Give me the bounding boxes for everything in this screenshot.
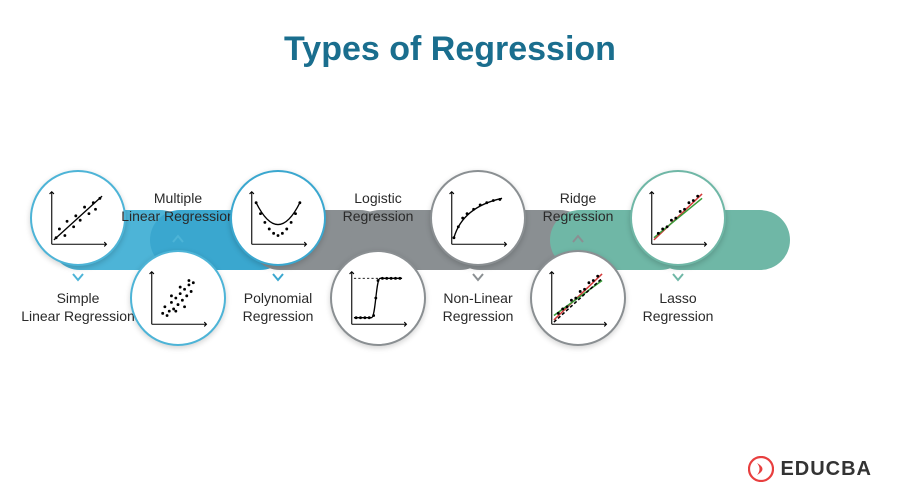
label-ridge: RidgeRegression	[508, 190, 648, 225]
chevron-down-icon	[271, 270, 285, 284]
chevron-up-icon	[571, 232, 585, 246]
label-lasso: LassoRegression	[608, 290, 748, 325]
label-simple-linear: SimpleLinear Regression	[8, 290, 148, 325]
logo-icon	[748, 456, 774, 482]
label-polynomial: PolynomialRegression	[208, 290, 348, 325]
logo: EDUCBA	[748, 456, 872, 482]
label-multiple-linear: MultipleLinear Regression	[108, 190, 248, 225]
label-logistic: LogisticRegression	[308, 190, 448, 225]
chevron-down-icon	[71, 270, 85, 284]
chevron-up-icon	[371, 232, 385, 246]
label-nonlinear: Non-LinearRegression	[408, 290, 548, 325]
chevron-down-icon	[671, 270, 685, 284]
logo-text: EDUCBA	[780, 458, 872, 481]
page-title: Types of Regression	[0, 0, 900, 69]
node-lasso	[630, 170, 726, 266]
chevron-down-icon	[471, 270, 485, 284]
regression-chain: SimpleLinear Regression MultipleLinear Re…	[0, 160, 900, 420]
chevron-up-icon	[171, 232, 185, 246]
